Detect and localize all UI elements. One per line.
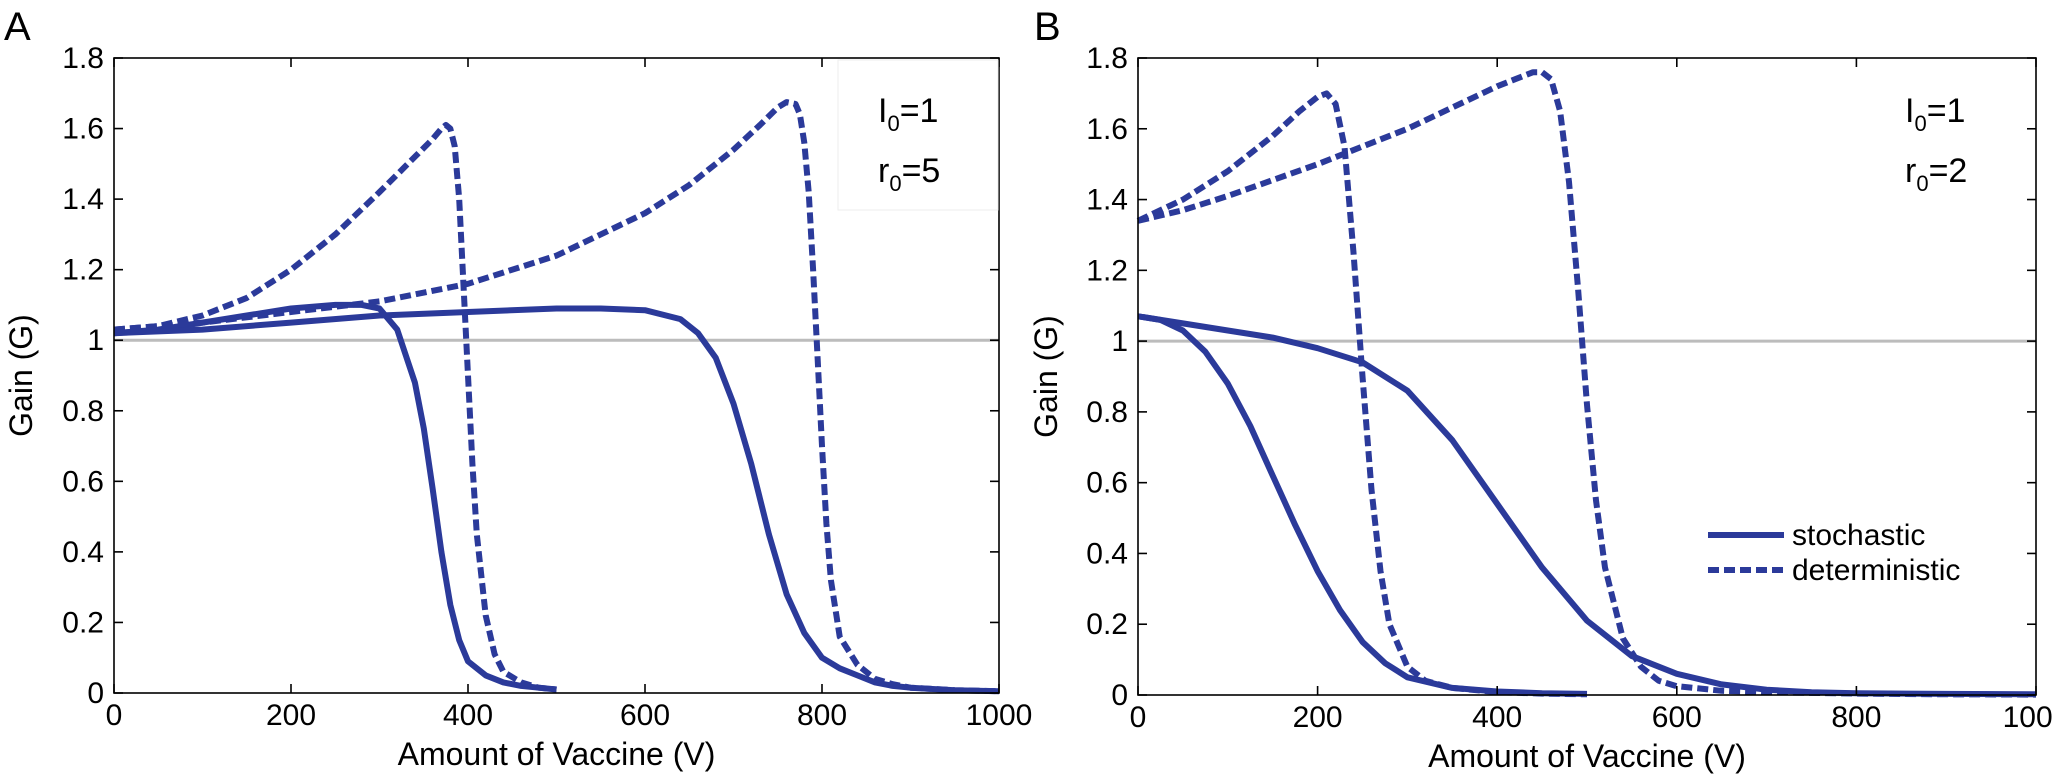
panel-a: A 0 200 400 600 800 1000 0 0.2 0.4 0.6 0.8 1 1.2 1.4 1.… <box>3 5 1032 772</box>
y-tick-label: 1.6 <box>1086 113 1128 146</box>
x-tick-label: 800 <box>1831 701 1881 734</box>
axes-frame <box>113 57 1000 694</box>
y-tick-label: 0.2 <box>62 606 104 639</box>
series-deterministic-line-2 <box>1136 90 1588 698</box>
annotation-box <box>837 59 999 211</box>
x-tick-label: 200 <box>266 699 316 732</box>
x-tick-label: 1000 <box>2003 701 2053 734</box>
y-tick-label: 1.8 <box>1086 42 1128 75</box>
series-deterministic-line-4 <box>113 99 1000 695</box>
legend-label-stochastic: stochastic <box>1792 519 1925 552</box>
x-tick-label: 400 <box>1472 701 1522 734</box>
y-tick-label: 1.4 <box>62 183 104 216</box>
axes-frame <box>1137 57 2037 696</box>
parameter-annotation: r0=5 <box>878 152 940 196</box>
x-tick-label: 1000 <box>966 699 1033 732</box>
series-deterministic-line-2 <box>113 122 557 693</box>
y-tick-label: 0.4 <box>1086 537 1128 570</box>
y-tick-label: 0.2 <box>1086 608 1128 641</box>
x-tick-label: 0 <box>1130 701 1147 734</box>
y-tick-label: 1.2 <box>62 254 104 287</box>
x-tick-label: 0 <box>106 699 123 732</box>
y-tick-label: 0 <box>87 677 104 710</box>
x-tick-label: 800 <box>797 699 847 732</box>
x-axis-label: Amount of Vaccine (V) <box>1428 738 1746 774</box>
y-tick-label: 1 <box>87 324 104 357</box>
y-tick-label: 1.4 <box>1086 184 1128 217</box>
y-tick-label: 1.8 <box>62 42 104 75</box>
x-tick-label: 600 <box>620 699 670 732</box>
y-tick-label: 0.4 <box>62 536 104 569</box>
y-axis-label: Gain (G) <box>1028 315 1064 438</box>
parameter-annotation: I0=1 <box>878 92 938 136</box>
y-tick-label: 0.8 <box>62 395 104 428</box>
y-tick-label: 1.6 <box>62 113 104 146</box>
x-tick-label: 400 <box>443 699 493 732</box>
y-axis-label: Gain (G) <box>3 314 39 437</box>
series-deterministic-line-4 <box>1137 69 2037 698</box>
legend-label-deterministic: deterministic <box>1792 554 1960 587</box>
y-tick-label: 0.6 <box>62 465 104 498</box>
series-stochastic-line-1 <box>1137 313 1588 697</box>
x-axis-label: Amount of Vaccine (V) <box>398 736 716 772</box>
x-tick-label: 600 <box>1652 701 1702 734</box>
panel-letter: A <box>4 5 31 49</box>
parameter-annotation: I0=1 <box>1905 92 1965 136</box>
y-tick-label: 0.6 <box>1086 467 1128 500</box>
panel-letter: B <box>1034 5 1061 49</box>
y-tick-label: 1 <box>1111 325 1128 358</box>
series-stochastic-line-3 <box>113 305 1000 695</box>
y-tick-label: 0 <box>1111 679 1128 712</box>
x-tick-label: 200 <box>1293 701 1343 734</box>
y-tick-label: 1.2 <box>1086 254 1128 287</box>
parameter-annotation: r0=2 <box>1905 152 1967 196</box>
panel-b: B 0 200 400 600 800 1000 0 0.2 0.4 0.6 0.8 1 1.2 1.4 1.… <box>1028 5 2053 774</box>
y-tick-label: 0.8 <box>1086 396 1128 429</box>
